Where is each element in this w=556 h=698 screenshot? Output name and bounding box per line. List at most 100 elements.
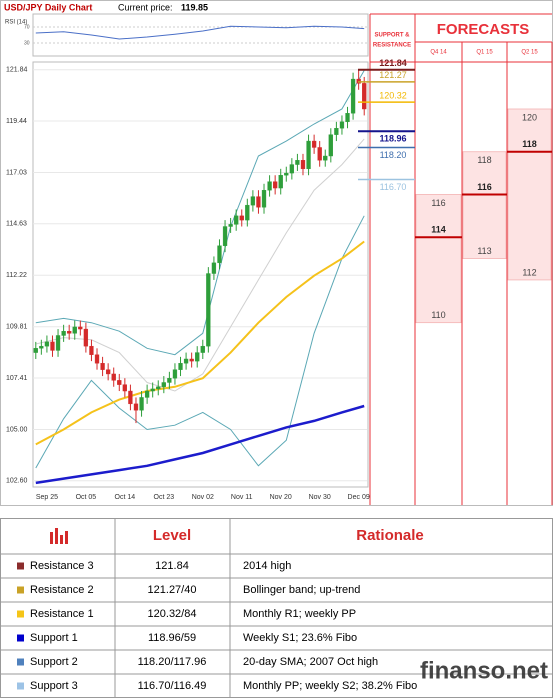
candle-body xyxy=(256,196,261,208)
candle-body xyxy=(317,147,322,161)
legend-swatch xyxy=(17,634,24,642)
candle-body xyxy=(200,345,205,353)
rsi-panel xyxy=(32,13,369,57)
candle-body xyxy=(167,378,172,383)
candle-body xyxy=(67,331,72,334)
candle-body xyxy=(144,390,150,398)
candle-body xyxy=(345,113,350,123)
row-rationale: Weekly S1; 23.6% Fibo xyxy=(243,632,357,644)
forecast-period: Q2 15 xyxy=(521,50,538,56)
y-tick-label: 121.84 xyxy=(6,67,28,74)
y-tick-label: 102.60 xyxy=(6,478,28,485)
forecast-title: FORECASTS xyxy=(437,21,530,38)
candle-body xyxy=(50,341,55,351)
x-tick-label: Sep 25 xyxy=(36,494,58,501)
y-tick-label: 114.63 xyxy=(6,221,27,228)
indicator-line xyxy=(35,404,365,485)
indicator-line xyxy=(35,70,365,356)
x-tick-label: Nov 20 xyxy=(270,494,292,501)
candle-body xyxy=(78,326,83,330)
indicator-line xyxy=(35,240,365,446)
row-rationale: Monthly PP; weekly S2; 38.2% Fibo xyxy=(243,680,417,692)
candle-body xyxy=(195,352,200,362)
forecast-mid-label: 116 xyxy=(477,182,492,192)
x-tick-label: Nov 11 xyxy=(231,494,253,501)
candle-body xyxy=(284,172,289,176)
candle-body xyxy=(89,345,94,355)
candle-body xyxy=(55,335,61,351)
legend-swatch xyxy=(17,610,24,618)
candle-body xyxy=(133,403,139,411)
x-tick-label: Oct 05 xyxy=(76,494,97,501)
forecast-high-label: 116 xyxy=(431,198,445,208)
row-name: Support 1 xyxy=(30,632,78,644)
forecast-low-label: 112 xyxy=(522,267,536,277)
candle-body xyxy=(362,83,367,110)
table-header: Level xyxy=(153,527,191,544)
forecast-high-label: 118 xyxy=(477,155,491,165)
row-rationale: Monthly R1; weekly PP xyxy=(243,608,356,620)
candle-body xyxy=(61,331,66,336)
y-tick-label: 107.41 xyxy=(6,375,28,382)
candle-body xyxy=(323,155,328,161)
row-level: 121.84 xyxy=(155,560,189,572)
candle-body xyxy=(117,380,122,385)
rsi-tick-label: 70 xyxy=(24,24,30,30)
candle-body xyxy=(339,121,345,129)
y-tick-label: 117.03 xyxy=(6,169,27,176)
current-price: 119.85 xyxy=(181,2,208,12)
rsi-tick-label: 30 xyxy=(24,40,30,46)
level-label: 121.27 xyxy=(379,70,407,80)
legend-swatch xyxy=(17,586,24,594)
candle-body xyxy=(161,382,166,387)
forecast-mid-label: 114 xyxy=(431,225,446,235)
row-name: Support 2 xyxy=(30,656,78,668)
candle-body xyxy=(139,397,144,411)
candle-body xyxy=(217,245,222,264)
candle-body xyxy=(267,181,272,191)
candle-body xyxy=(328,134,333,157)
indicator-line xyxy=(35,138,365,392)
forecast-mid-label: 118 xyxy=(522,139,537,149)
level-label: 118.96 xyxy=(379,134,406,144)
row-level: 118.20/117.96 xyxy=(138,656,207,668)
candle-body xyxy=(239,215,244,221)
y-tick-label: 105.00 xyxy=(6,426,28,433)
candle-body xyxy=(39,345,44,349)
row-name: Resistance 3 xyxy=(30,560,94,572)
sr-header: SUPPORT & xyxy=(374,33,410,39)
row-level: 120.32/84 xyxy=(148,608,197,620)
candle-body xyxy=(189,358,194,362)
row-level: 118.96/59 xyxy=(148,632,196,644)
rsi-line xyxy=(35,25,365,40)
candle-body xyxy=(261,189,267,208)
y-tick-label: 119.44 xyxy=(6,118,27,125)
row-rationale: Bollinger band; up-trend xyxy=(243,584,360,596)
candle-body xyxy=(44,341,50,347)
candle-body xyxy=(156,386,161,390)
forecast-range xyxy=(415,194,462,324)
forecast-range xyxy=(462,151,507,259)
x-tick-label: Oct 23 xyxy=(154,494,175,501)
candle-body xyxy=(128,390,133,405)
row-rationale: 20-day SMA; 2007 Oct high xyxy=(243,656,378,668)
forecast-low-label: 110 xyxy=(431,310,445,320)
candle-body xyxy=(350,78,356,114)
candle-body xyxy=(222,226,228,246)
candle-body xyxy=(334,128,339,135)
plot-frame xyxy=(32,61,369,488)
candle-body xyxy=(273,181,278,189)
price-label: Current price: xyxy=(118,2,173,12)
level-label: 118.20 xyxy=(380,150,407,160)
y-tick-label: 109.81 xyxy=(6,324,28,331)
candle-body xyxy=(300,160,306,170)
candle-body xyxy=(289,164,294,174)
table-icon xyxy=(50,528,68,544)
candle-body xyxy=(234,215,239,225)
candle-body xyxy=(245,204,250,221)
candle-body xyxy=(306,140,311,170)
legend-swatch xyxy=(17,682,24,690)
rsi-label: RSI (14) xyxy=(5,20,27,26)
candle-body xyxy=(311,140,317,148)
